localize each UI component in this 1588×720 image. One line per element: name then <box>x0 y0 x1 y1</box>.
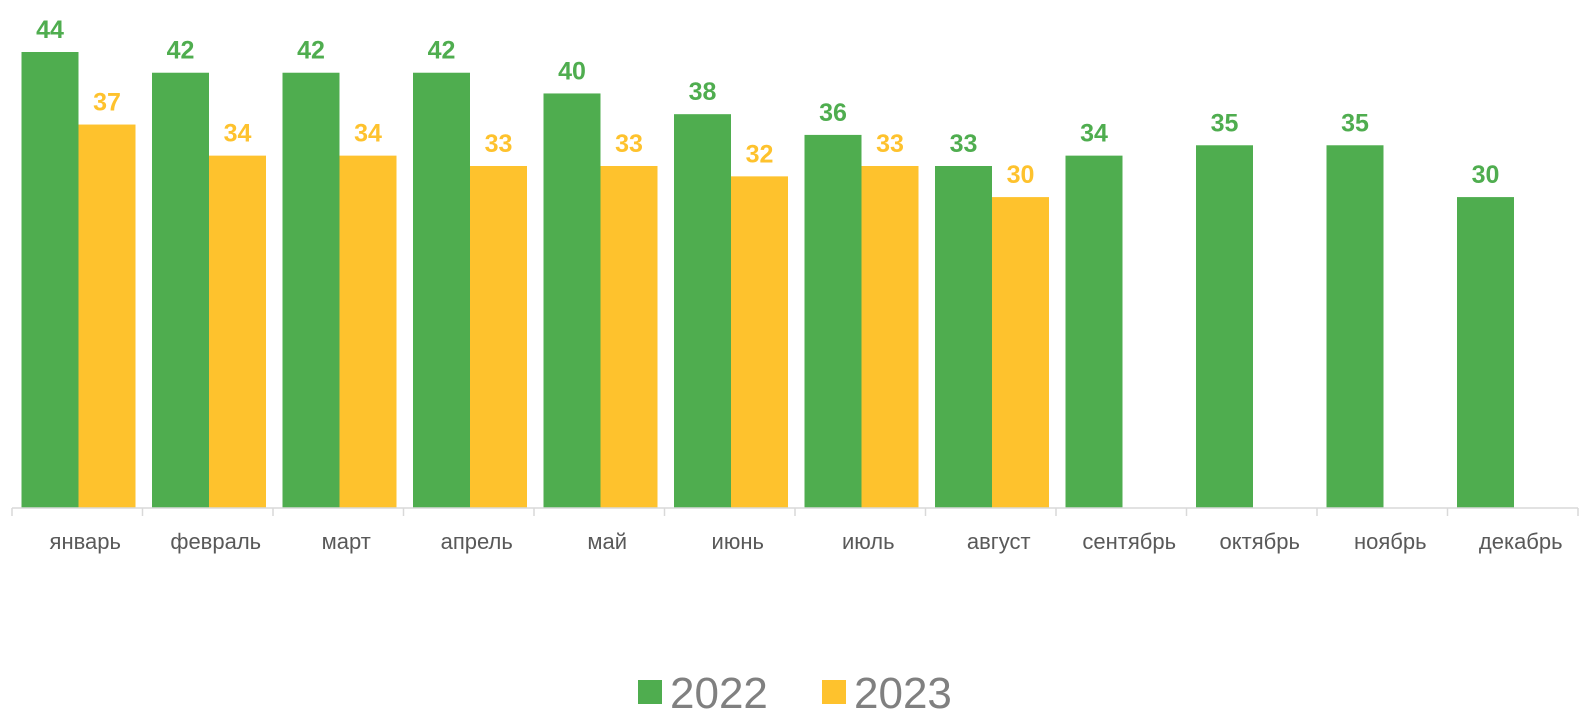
data-label-2022-октябрь: 35 <box>1211 109 1239 137</box>
data-label-2022-февраль: 42 <box>167 37 195 65</box>
bar-2022-ноябрь <box>1326 145 1384 509</box>
data-label-2022-апрель: 42 <box>428 37 456 65</box>
category-label-апрель: апрель <box>441 529 513 554</box>
data-label-2023-январь: 37 <box>93 89 121 117</box>
bar-2023-май <box>600 166 658 508</box>
bar-2023-август <box>992 197 1049 508</box>
category-label-декабрь: декабрь <box>1479 529 1563 554</box>
legend-label-2022: 2022 <box>670 669 768 718</box>
data-label-2023-июль: 33 <box>876 130 904 158</box>
bar-2023-февраль <box>209 155 266 509</box>
bar-2023-январь <box>78 124 136 508</box>
legend-swatch-2023 <box>822 680 846 704</box>
data-label-2022-сентябрь: 34 <box>1080 120 1108 148</box>
data-label-2022-январь: 44 <box>36 16 64 44</box>
data-label-2022-июль: 36 <box>819 99 847 127</box>
bar-2023-март <box>339 155 397 509</box>
data-label-2022-июнь: 38 <box>689 78 717 106</box>
bar-2022-август <box>935 166 992 508</box>
legend-label-2023: 2023 <box>854 669 952 718</box>
category-label-август: август <box>967 529 1031 554</box>
bar-2022-март <box>282 72 340 509</box>
bar-2022-февраль <box>152 72 209 509</box>
bar-2022-май <box>543 93 601 509</box>
data-label-2023-февраль: 34 <box>224 120 252 148</box>
data-label-2023-май: 33 <box>615 130 643 158</box>
bar-2023-июль <box>861 166 919 508</box>
bar-2022-сентябрь <box>1065 155 1123 509</box>
data-label-2022-август: 33 <box>950 130 978 158</box>
bar-2022-июль <box>804 134 862 508</box>
data-label-2022-март: 42 <box>297 37 325 65</box>
bar-2023-июнь <box>731 176 788 508</box>
data-label-2023-август: 30 <box>1007 161 1035 189</box>
bars-layer <box>21 52 1514 509</box>
category-label-июль: июль <box>842 529 895 554</box>
legend: 2022 2023 <box>638 669 952 718</box>
category-label-март: март <box>322 529 371 554</box>
data-label-2022-май: 40 <box>558 57 586 85</box>
data-label-2023-март: 34 <box>354 120 382 148</box>
bar-2022-апрель <box>413 72 470 509</box>
bar-2022-декабрь <box>1457 197 1514 508</box>
x-axis: январь февраль март апрель май июнь июль август… <box>11 507 1579 554</box>
category-label-февраль: февраль <box>170 529 261 554</box>
legend-swatch-2022 <box>638 680 662 704</box>
category-label-январь: январь <box>50 529 121 554</box>
bar-2022-июнь <box>674 114 731 508</box>
bar-2022-январь <box>21 52 79 508</box>
bar-2022-октябрь <box>1196 145 1253 509</box>
category-label-июнь: июнь <box>712 529 764 554</box>
bar-2023-апрель <box>470 166 527 508</box>
category-label-май: май <box>587 529 627 554</box>
category-label-ноябрь: ноябрь <box>1354 529 1427 554</box>
data-label-2023-апрель: 33 <box>485 130 513 158</box>
data-labels-layer: 44 37 42 34 42 34 42 33 40 33 38 32 36 33 33 30 34 35 35 30 <box>36 16 1499 189</box>
data-label-2023-июнь: 32 <box>746 140 774 168</box>
data-label-2022-декабрь: 30 <box>1472 161 1500 189</box>
data-label-2022-ноябрь: 35 <box>1341 109 1369 137</box>
category-label-сентябрь: сентябрь <box>1082 529 1176 554</box>
category-label-октябрь: октябрь <box>1220 529 1300 554</box>
